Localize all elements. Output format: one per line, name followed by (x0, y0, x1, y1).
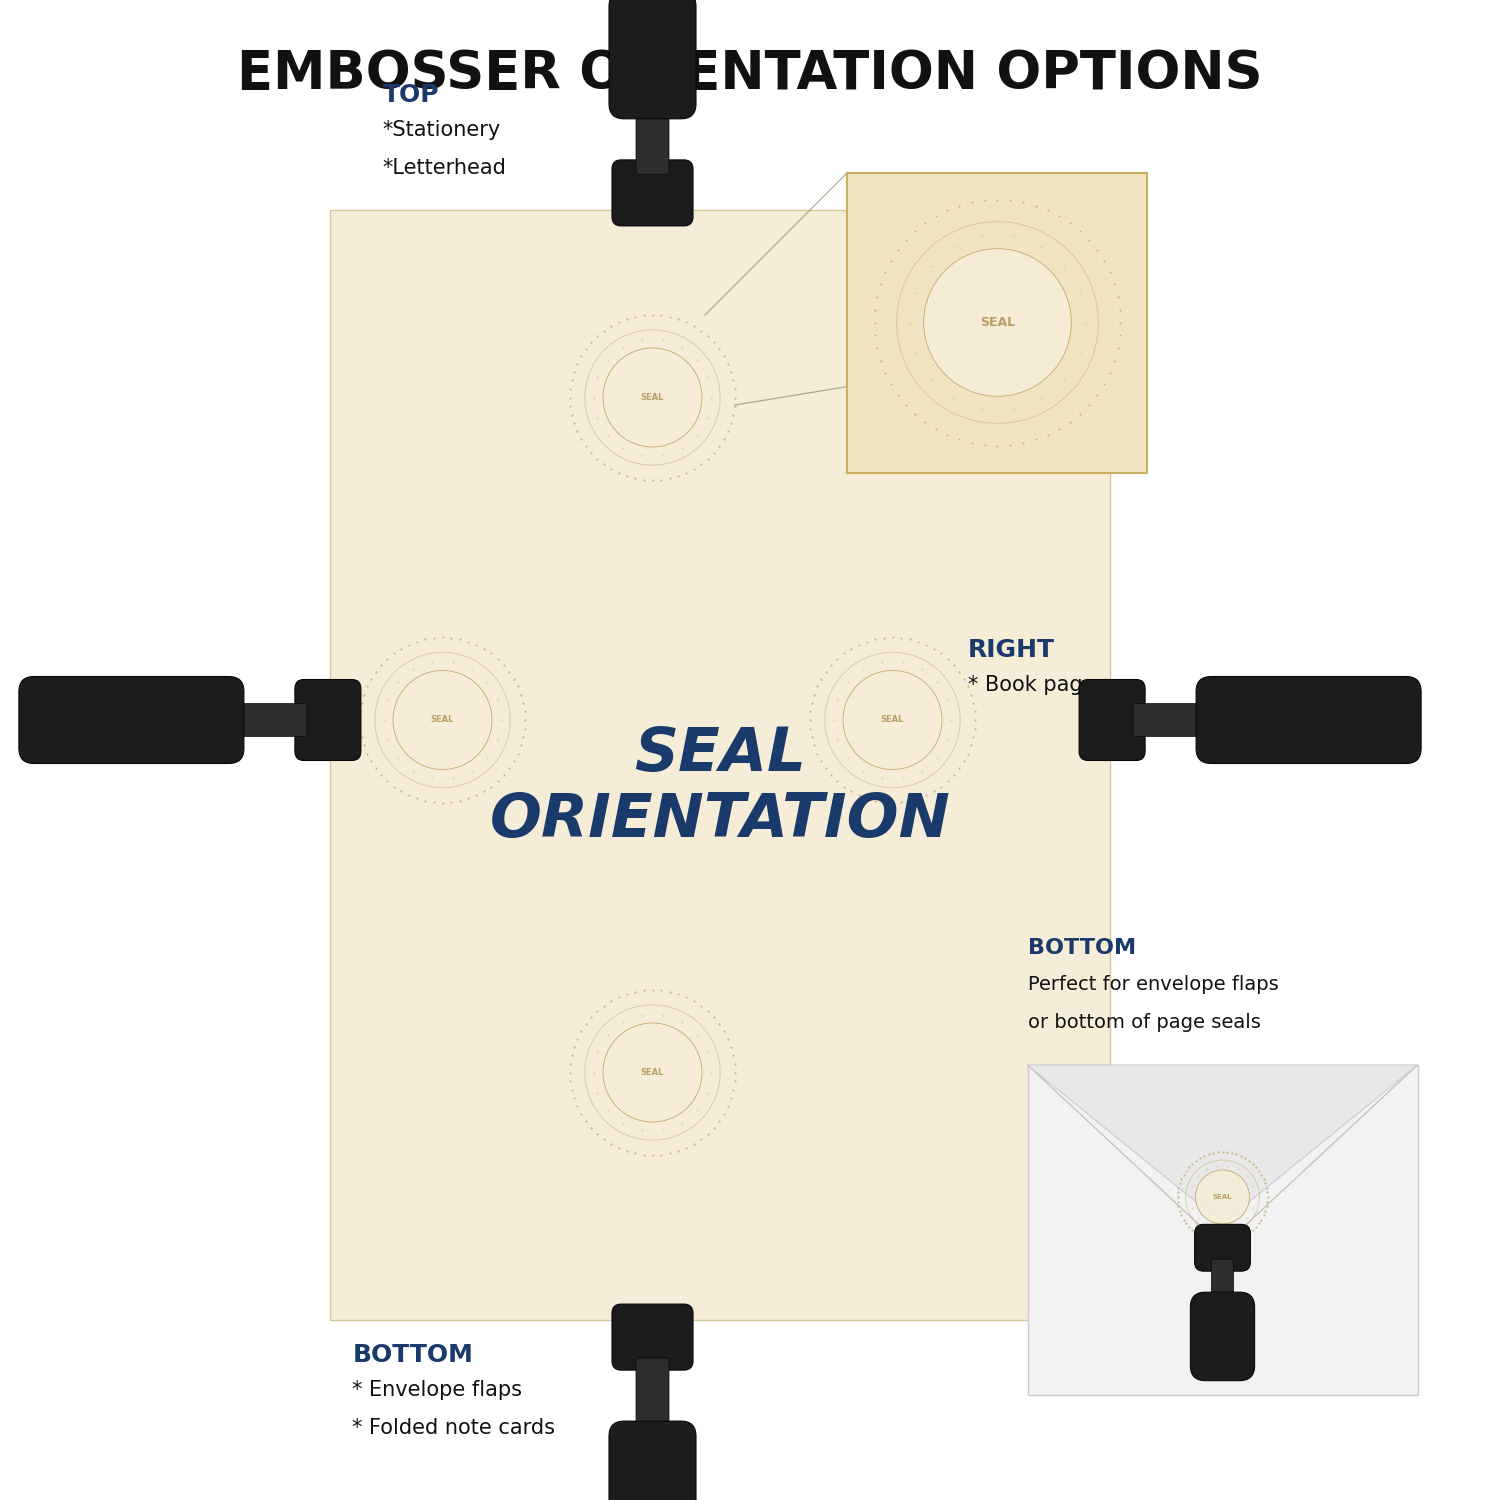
Circle shape (603, 348, 702, 447)
Text: SEAL: SEAL (980, 316, 1016, 328)
Circle shape (603, 1023, 702, 1122)
Text: RIGHT: RIGHT (968, 638, 1054, 662)
FancyBboxPatch shape (20, 676, 244, 764)
Text: BOTTOM: BOTTOM (1028, 938, 1136, 957)
Text: TOP: TOP (382, 82, 439, 106)
FancyBboxPatch shape (1212, 1258, 1233, 1314)
FancyBboxPatch shape (219, 704, 308, 736)
Text: SEAL: SEAL (1212, 1194, 1233, 1200)
Text: Perfect for envelope flaps: Perfect for envelope flaps (1028, 975, 1278, 994)
Text: SEAL: SEAL (640, 393, 664, 402)
FancyBboxPatch shape (1078, 680, 1144, 760)
Circle shape (1196, 1170, 1249, 1224)
FancyBboxPatch shape (612, 160, 693, 226)
Text: LEFT: LEFT (30, 682, 98, 706)
Circle shape (843, 670, 942, 770)
Text: *Stationery: *Stationery (382, 120, 501, 140)
Text: SEAL: SEAL (880, 716, 904, 724)
FancyBboxPatch shape (1194, 1224, 1251, 1270)
FancyBboxPatch shape (296, 680, 362, 760)
Text: SEAL
ORIENTATION: SEAL ORIENTATION (489, 724, 951, 850)
Text: EMBOSSER ORIENTATION OPTIONS: EMBOSSER ORIENTATION OPTIONS (237, 48, 1263, 100)
Text: * Envelope flaps: * Envelope flaps (352, 1380, 522, 1400)
FancyBboxPatch shape (330, 210, 1110, 1320)
FancyBboxPatch shape (1191, 1292, 1254, 1380)
Text: or bottom of page seals: or bottom of page seals (1028, 1013, 1260, 1032)
Text: *Letterhead: *Letterhead (382, 158, 507, 177)
Text: * Book page: * Book page (968, 675, 1095, 694)
Circle shape (393, 670, 492, 770)
FancyBboxPatch shape (609, 1420, 696, 1500)
FancyBboxPatch shape (1028, 1065, 1417, 1395)
FancyBboxPatch shape (609, 0, 696, 118)
FancyBboxPatch shape (1196, 676, 1420, 764)
Polygon shape (1028, 1065, 1417, 1224)
Text: SEAL: SEAL (640, 1068, 664, 1077)
Text: SEAL: SEAL (430, 716, 454, 724)
FancyBboxPatch shape (1132, 704, 1221, 736)
Text: BOTTOM: BOTTOM (352, 1342, 474, 1366)
FancyBboxPatch shape (636, 93, 669, 174)
FancyBboxPatch shape (847, 172, 1148, 472)
Circle shape (924, 249, 1071, 396)
Text: *Not Common: *Not Common (30, 720, 177, 740)
Text: * Folded note cards: * Folded note cards (352, 1418, 555, 1437)
FancyBboxPatch shape (636, 1358, 669, 1446)
FancyBboxPatch shape (612, 1304, 693, 1370)
